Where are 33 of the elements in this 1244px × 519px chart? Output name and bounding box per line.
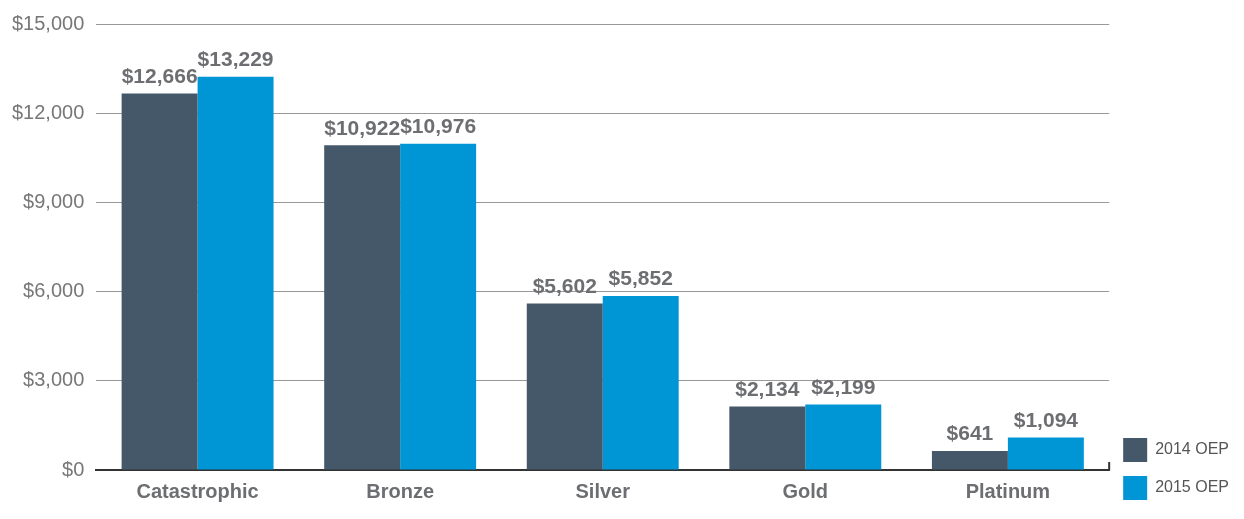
data-label: $2,134	[735, 376, 800, 400]
bar	[602, 296, 679, 470]
x-tick-label: Catastrophic	[136, 479, 259, 502]
data-label: $5,602	[532, 273, 597, 297]
bar	[1007, 437, 1084, 470]
x-tick-label: Silver	[575, 479, 631, 502]
data-label: $10,922	[324, 115, 401, 139]
data-label: $10,976	[400, 113, 477, 137]
data-label: $641	[946, 421, 994, 445]
data-label: $13,229	[197, 46, 274, 70]
legend-label: 2014 OEP	[1155, 440, 1229, 458]
data-label: $2,199	[811, 374, 876, 398]
bar	[197, 76, 274, 470]
y-tick-label: $9,000	[23, 189, 85, 212]
bar	[729, 406, 806, 470]
x-tick-label: Platinum	[965, 479, 1051, 502]
bar	[121, 93, 198, 470]
y-tick-label: $6,000	[23, 279, 85, 302]
y-tick-label: $12,000	[12, 100, 85, 123]
legend-label: 2015 OEP	[1155, 478, 1229, 496]
y-tick-label: $15,000	[12, 11, 85, 34]
x-tick-label: Bronze	[366, 479, 435, 502]
bar	[400, 143, 477, 470]
y-tick-label: $3,000	[23, 368, 85, 391]
data-label: $5,852	[608, 266, 673, 290]
x-tick-label: Gold	[782, 479, 829, 502]
bar	[526, 303, 603, 470]
bar	[805, 404, 882, 470]
bar	[324, 145, 401, 470]
data-label: $1,094	[1013, 407, 1079, 431]
data-label: $12,666	[121, 63, 198, 87]
y-tick-label: $0	[62, 457, 85, 480]
bar	[931, 450, 1008, 470]
